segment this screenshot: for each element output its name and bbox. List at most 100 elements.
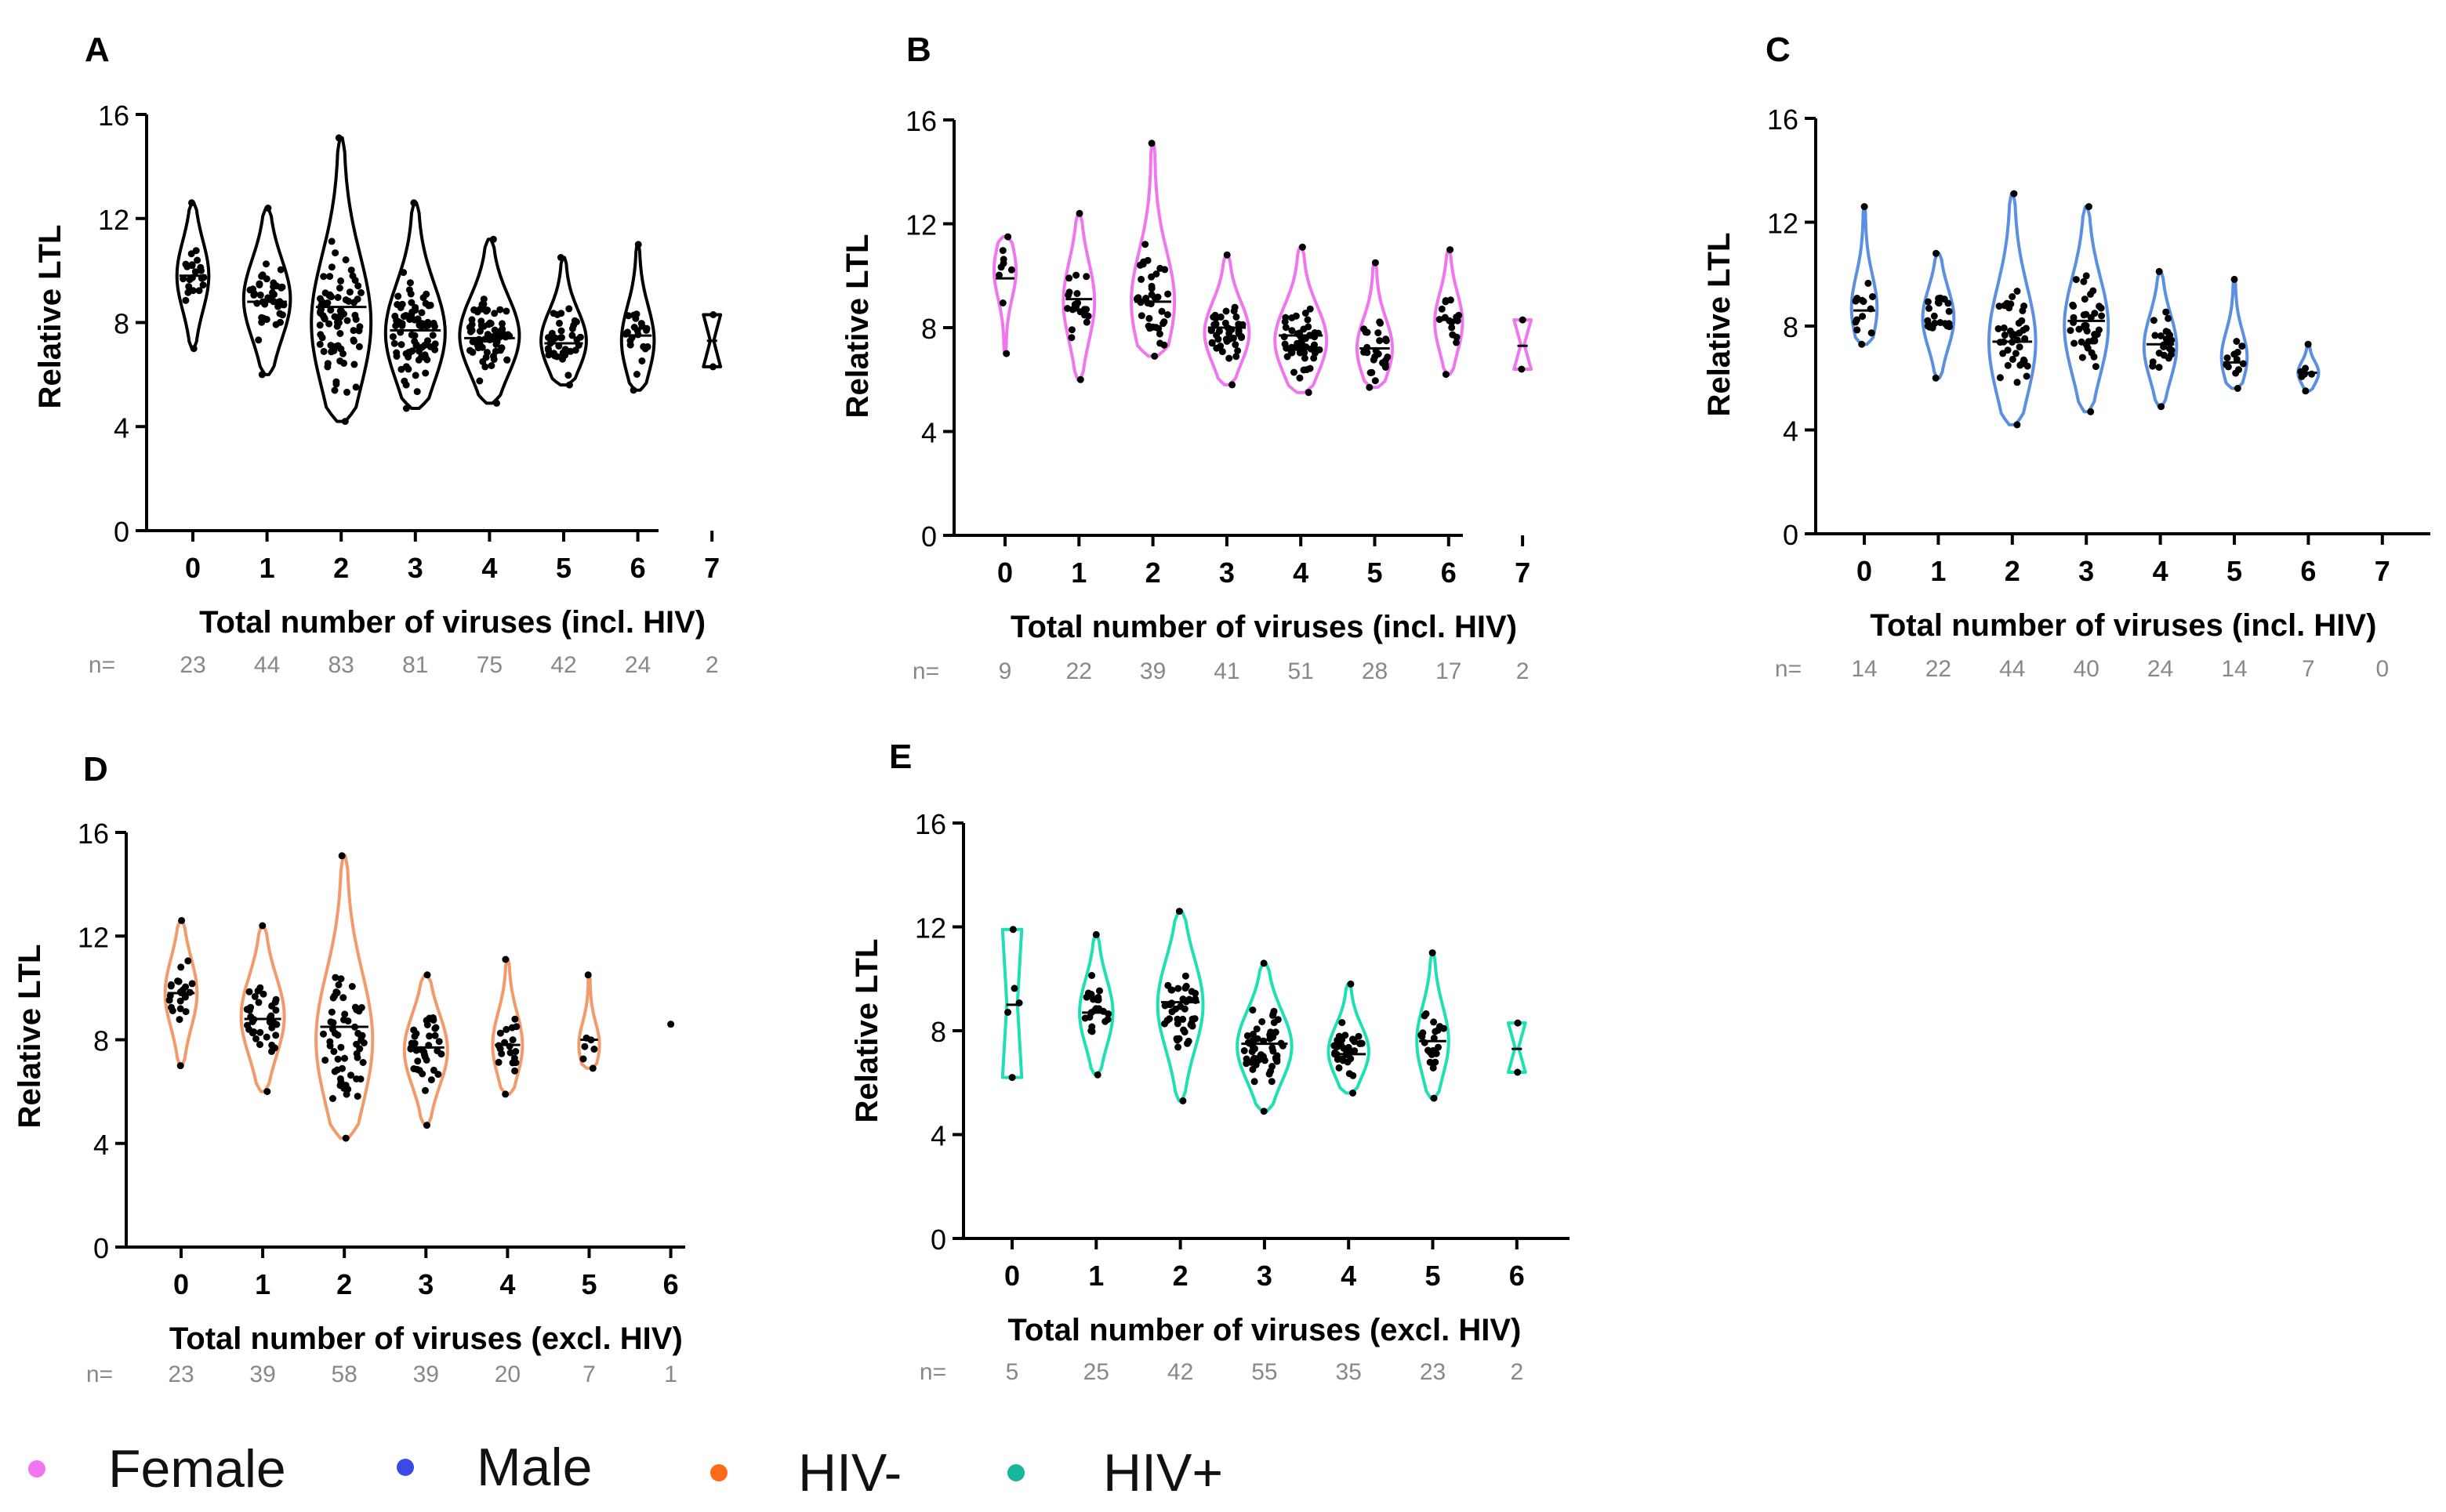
data-point — [1453, 333, 1461, 341]
data-point — [1514, 1019, 1522, 1027]
data-point — [408, 1039, 416, 1047]
data-point — [397, 365, 405, 373]
data-point — [256, 280, 263, 288]
data-point — [491, 310, 499, 317]
data-point — [503, 356, 511, 364]
data-point — [267, 1017, 275, 1024]
x-tick-label: 5 — [1366, 557, 1382, 589]
data-point — [166, 992, 174, 999]
data-point — [324, 299, 332, 306]
data-point — [1168, 999, 1175, 1007]
data-point — [353, 1006, 361, 1013]
data-point — [496, 306, 504, 314]
legend-dot-hiv-pos — [1007, 1464, 1025, 1481]
data-point — [1252, 1061, 1260, 1068]
data-point — [328, 347, 336, 355]
data-point — [394, 301, 401, 308]
data-point — [1232, 341, 1239, 349]
data-point — [1217, 313, 1225, 321]
data-point — [2081, 296, 2089, 303]
data-point — [2223, 361, 2230, 368]
data-point — [176, 1016, 183, 1024]
data-point — [278, 311, 286, 319]
data-point — [2023, 372, 2030, 380]
data-point — [1421, 1012, 1428, 1020]
data-point — [330, 1048, 338, 1055]
data-point — [431, 1024, 439, 1032]
data-point — [1068, 326, 1076, 334]
data-point — [1853, 316, 1860, 324]
panel-a: A 0 4 8 12 16 Relative LTL 0 23 1 44 2 83 3 81 4 75 5 42 6 2… — [33, 31, 723, 678]
data-point — [1358, 1039, 1366, 1047]
violin — [2063, 205, 2110, 414]
data-point — [410, 199, 418, 207]
data-point — [335, 981, 343, 988]
data-point — [341, 1054, 348, 1062]
violin — [1326, 982, 1370, 1095]
data-point — [437, 1050, 445, 1058]
data-point — [327, 306, 335, 314]
data-point — [1338, 1035, 1346, 1043]
data-point — [1382, 337, 1390, 345]
data-point — [1994, 325, 2002, 332]
data-point — [1174, 1043, 1182, 1051]
data-point — [1182, 998, 1190, 1006]
data-point — [2001, 332, 2009, 339]
violin — [383, 201, 447, 410]
data-point — [562, 347, 570, 355]
n-count: 81 — [402, 652, 428, 678]
data-point — [167, 981, 175, 988]
data-point — [499, 320, 506, 328]
y-tick-label: 16 — [1767, 103, 1798, 136]
data-point — [250, 291, 258, 299]
data-point — [2070, 339, 2078, 347]
data-point — [255, 999, 263, 1006]
n-count: 1 — [664, 1362, 677, 1387]
data-point — [318, 302, 325, 310]
data-point — [320, 1030, 327, 1038]
data-point — [272, 1006, 280, 1014]
data-point — [2308, 370, 2316, 378]
data-point — [2013, 288, 2021, 295]
data-point — [1448, 318, 1456, 326]
data-point — [1151, 294, 1159, 302]
data-point — [2091, 310, 2099, 317]
data-point — [2070, 314, 2078, 321]
violin — [458, 237, 521, 405]
data-point — [1428, 949, 1436, 957]
data-point — [1283, 344, 1290, 352]
data-point — [343, 1090, 350, 1098]
data-point — [2012, 350, 2020, 357]
data-point — [249, 1029, 256, 1037]
n-count: 55 — [1251, 1359, 1277, 1385]
data-point — [1441, 314, 1449, 321]
data-point — [2004, 361, 2012, 369]
data-point — [590, 1046, 598, 1053]
n-count: 14 — [2221, 656, 2247, 682]
data-point — [1860, 203, 1868, 211]
data-point — [341, 1010, 349, 1018]
data-point — [469, 348, 477, 356]
data-point — [356, 1045, 364, 1053]
x-tick-label: 1 — [1930, 555, 1946, 587]
data-point — [1518, 365, 1526, 373]
data-point — [426, 1032, 434, 1040]
data-point — [1442, 298, 1450, 306]
data-point — [1370, 356, 1377, 364]
data-point — [251, 992, 259, 1000]
data-point — [188, 199, 195, 207]
data-point — [1223, 251, 1231, 259]
n-count: 2 — [1516, 658, 1530, 684]
data-point — [546, 339, 554, 347]
data-point — [2078, 354, 2086, 361]
data-point — [1144, 256, 1152, 264]
x-tick-label: 4 — [1293, 557, 1308, 589]
data-point — [1181, 972, 1189, 980]
data-point — [389, 333, 397, 341]
data-point — [2151, 332, 2159, 339]
data-point — [420, 1050, 428, 1058]
data-point — [502, 955, 510, 963]
data-point — [329, 1095, 336, 1102]
data-point — [1924, 298, 1932, 306]
data-point — [630, 324, 638, 331]
